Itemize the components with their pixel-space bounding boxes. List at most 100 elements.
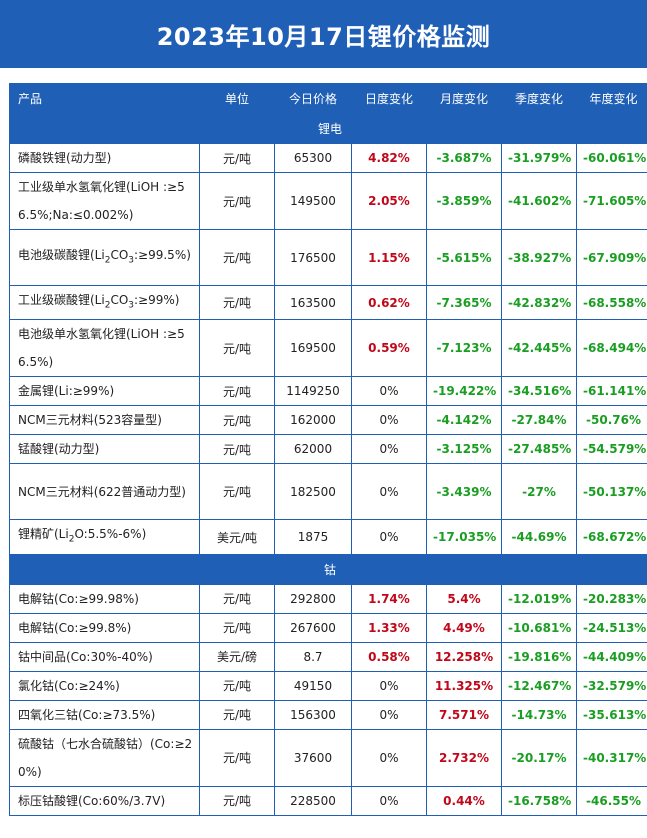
product-name-subscript: 2 <box>104 255 111 266</box>
unit-cell: 元/吨 <box>199 670 275 701</box>
price-cell: 176500 <box>274 229 352 286</box>
unit-cell: 元/吨 <box>199 728 275 787</box>
monthly-change-cell: -3.439% <box>426 463 502 521</box>
yearly-change-cell: -50.76% <box>576 405 647 436</box>
product-name: 氯化钴(Co:≥24%) <box>9 670 200 701</box>
daily-change-cell: 0.62% <box>351 284 427 321</box>
product-name: 磷酸铁锂(动力型) <box>9 143 200 173</box>
table-row: 锂精矿(Li2O:5.5%-6%) 美元/吨 1875 0% -17.035% -44.6… <box>9 519 647 555</box>
product-name-part: :≥99%) <box>134 293 180 307</box>
unit-cell: 元/吨 <box>199 583 275 614</box>
price-cell: 156300 <box>274 699 352 730</box>
product-name-part: 工业级碳酸锂(Li <box>18 293 105 307</box>
section-title: 锂电 <box>9 113 647 144</box>
quarterly-change-cell: -10.681% <box>501 612 577 643</box>
daily-change-cell: 0% <box>351 519 427 555</box>
monthly-change-cell: -3.687% <box>426 143 502 173</box>
price-cell: 65300 <box>274 143 352 173</box>
product-name-subscript: 3 <box>128 255 134 266</box>
yearly-change-cell: -71.605% <box>576 172 647 230</box>
product-name-part: CO <box>110 293 129 307</box>
daily-change-cell: 0% <box>351 670 427 701</box>
monthly-change-cell: 5.4% <box>426 583 502 614</box>
table-row: 电池级单水氢氧化锂(LiOH :≥56.5%) 元/吨 169500 0.59% -7.… <box>9 319 647 378</box>
daily-change-cell: 1.74% <box>351 583 427 614</box>
yearly-change-cell: -61.141% <box>576 376 647 407</box>
quarterly-change-cell: -41.602% <box>501 172 577 230</box>
product-name: NCM三元材料(622普通动力型) <box>9 463 200 521</box>
header-product: 产品 <box>9 83 200 114</box>
table-row: NCM三元材料(523容量型) 元/吨 162000 0% -4.142% -27.84%… <box>9 405 647 436</box>
unit-cell: 元/吨 <box>199 319 275 378</box>
product-name-part: 电池级碳酸锂(Li <box>18 247 105 262</box>
product-name-subscript: 2 <box>68 534 75 545</box>
price-cell: 149500 <box>274 172 352 230</box>
table-row: 锰酸锂(动力型) 元/吨 62000 0% -3.125% -27.485% -54.579… <box>9 434 647 465</box>
monthly-change-cell: -7.365% <box>426 284 502 321</box>
product-name-part: O:5.5%-6%) <box>74 527 147 542</box>
yearly-change-cell: -50.137% <box>576 463 647 521</box>
table-row: 工业级单水氢氧化锂(LiOH :≥56.5%;Na:≤0.002%) 元/吨 149… <box>9 172 647 230</box>
price-cell: 169500 <box>274 319 352 378</box>
quarterly-change-cell: -31.979% <box>501 143 577 173</box>
product-name-part: :≥99.5%) <box>134 247 191 262</box>
product-name: 电池级单水氢氧化锂(LiOH :≥56.5%) <box>9 319 200 378</box>
daily-change-cell: 0% <box>351 699 427 730</box>
price-table: 产品 单位 今日价格 日度变化 月度变化 季度变化 年度变化 锂电 磷酸铁锂(动力… <box>9 83 647 816</box>
product-name: 钴中间品(Co:30%-40%) <box>9 641 200 672</box>
unit-cell: 元/吨 <box>199 612 275 643</box>
product-name: 锰酸锂(动力型) <box>9 434 200 465</box>
product-name: 锂精矿(Li2O:5.5%-6%) <box>9 519 200 555</box>
table-row: 四氧化三钴(Co:≥73.5%) 元/吨 156300 0% 7.571% -14.73%… <box>9 699 647 730</box>
header-yearly: 年度变化 <box>576 83 647 114</box>
quarterly-change-cell: -16.758% <box>501 785 577 816</box>
yearly-change-cell: -68.558% <box>576 284 647 321</box>
monthly-change-cell: -19.422% <box>426 376 502 407</box>
product-name-part: 锂精矿(Li <box>18 527 69 542</box>
yearly-change-cell: -40.317% <box>576 728 647 787</box>
monthly-change-cell: -5.615% <box>426 229 502 286</box>
table-row: 硫酸钴（七水合硫酸钴）(Co:≥20%) 元/吨 37600 0% 2.732% -20.… <box>9 728 647 787</box>
yearly-change-cell: -60.061% <box>576 143 647 173</box>
unit-cell: 元/吨 <box>199 699 275 730</box>
daily-change-cell: 0.58% <box>351 641 427 672</box>
yearly-change-cell: -46.55% <box>576 785 647 816</box>
unit-cell: 美元/磅 <box>199 641 275 672</box>
daily-change-cell: 0% <box>351 728 427 787</box>
price-cell: 267600 <box>274 612 352 643</box>
daily-change-cell: 2.05% <box>351 172 427 230</box>
quarterly-change-cell: -42.832% <box>501 284 577 321</box>
product-name: 金属锂(Li:≥99%) <box>9 376 200 407</box>
monthly-change-cell: -17.035% <box>426 519 502 555</box>
product-name: 四氧化三钴(Co:≥73.5%) <box>9 699 200 730</box>
table-row: 电池级碳酸锂(Li2CO3:≥99.5%) 元/吨 176500 1.15% -5.61… <box>9 229 647 286</box>
price-cell: 1149250 <box>274 376 352 407</box>
section-row: 钴 <box>9 553 647 585</box>
product-name: 标压钴酸锂(Co:60%/3.7V) <box>9 785 200 816</box>
product-name-part: CO <box>110 247 129 262</box>
table-row: 工业级碳酸锂(Li2CO3:≥99%) 元/吨 163500 0.62% -7.365%… <box>9 284 647 321</box>
section-row: 锂电 <box>9 113 647 144</box>
price-cell: 292800 <box>274 583 352 614</box>
unit-cell: 元/吨 <box>199 463 275 521</box>
monthly-change-cell: -3.859% <box>426 172 502 230</box>
price-cell: 37600 <box>274 728 352 787</box>
monthly-change-cell: 2.732% <box>426 728 502 787</box>
product-name: 工业级碳酸锂(Li2CO3:≥99%) <box>9 284 200 321</box>
quarterly-change-cell: -42.445% <box>501 319 577 378</box>
price-cell: 162000 <box>274 405 352 436</box>
monthly-change-cell: 12.258% <box>426 641 502 672</box>
monthly-change-cell: 0.44% <box>426 785 502 816</box>
quarterly-change-cell: -14.73% <box>501 699 577 730</box>
price-cell: 8.7 <box>274 641 352 672</box>
product-name-subscript: 3 <box>128 300 134 311</box>
quarterly-change-cell: -20.17% <box>501 728 577 787</box>
daily-change-cell: 0% <box>351 785 427 816</box>
daily-change-cell: 0% <box>351 405 427 436</box>
quarterly-change-cell: -38.927% <box>501 229 577 286</box>
monthly-change-cell: 11.325% <box>426 670 502 701</box>
product-name: 电池级碳酸锂(Li2CO3:≥99.5%) <box>9 229 200 286</box>
price-cell: 1875 <box>274 519 352 555</box>
daily-change-cell: 0% <box>351 434 427 465</box>
table-header: 产品 单位 今日价格 日度变化 月度变化 季度变化 年度变化 <box>9 83 647 114</box>
